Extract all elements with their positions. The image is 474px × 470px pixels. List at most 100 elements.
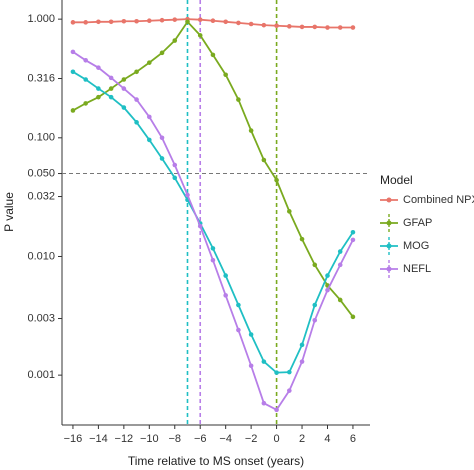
x-tick-label: −16 (64, 433, 83, 445)
data-point (159, 135, 165, 141)
x-tick-label: −2 (245, 433, 258, 445)
data-point (83, 77, 88, 82)
data-point (197, 17, 203, 22)
data-point (312, 24, 318, 30)
data-point (261, 400, 267, 406)
data-point (96, 65, 101, 70)
data-point (236, 327, 241, 333)
series-line (72, 51, 354, 412)
legend-key-point (386, 266, 392, 272)
data-point (172, 162, 178, 168)
data-point (210, 18, 216, 24)
data-point (147, 137, 152, 143)
data-point (96, 19, 101, 25)
data-point (223, 293, 228, 298)
y-tick-label: 0.100 (27, 132, 55, 144)
legend-label: GFAP (403, 217, 432, 229)
data-point (261, 359, 267, 364)
data-point (134, 97, 139, 102)
data-point (325, 287, 330, 293)
data-point (337, 249, 343, 254)
data-point (108, 86, 114, 91)
data-point (121, 105, 127, 110)
data-point (261, 157, 267, 163)
data-point (70, 49, 76, 55)
legend-key-point (386, 243, 392, 249)
data-point (96, 94, 101, 100)
data-point (287, 369, 292, 375)
data-point (134, 18, 139, 24)
data-point (83, 57, 88, 63)
y-axis-title: P value (2, 192, 16, 232)
legend-label: MOG (403, 240, 429, 252)
x-tick-label: −14 (89, 433, 108, 445)
x-axis-title: Time relative to MS onset (years) (128, 454, 304, 468)
data-point (350, 229, 356, 235)
legend-key-point (386, 197, 392, 203)
data-point (274, 407, 279, 413)
data-point (96, 86, 101, 91)
data-point (236, 302, 241, 308)
y-tick-label: 0.032 (27, 190, 55, 202)
data-point (197, 223, 203, 229)
data-point (147, 18, 152, 24)
data-point (287, 24, 292, 29)
x-tick-label: 4 (324, 433, 330, 445)
legend-label: Combined NPX (403, 194, 474, 206)
data-point (185, 19, 190, 25)
data-point (83, 101, 88, 106)
data-point (248, 332, 254, 337)
data-point (274, 370, 279, 375)
data-point (108, 94, 114, 100)
data-point (312, 262, 318, 268)
x-tick-label: 6 (350, 433, 356, 445)
data-point (210, 246, 216, 251)
data-point (223, 19, 228, 25)
data-point (70, 20, 76, 25)
data-point (299, 359, 305, 364)
y-tick-label: 1.000 (27, 13, 55, 25)
data-point (248, 21, 254, 27)
y-tick-label: 0.316 (27, 72, 55, 84)
data-point (248, 128, 254, 133)
data-point (172, 175, 178, 181)
data-point (134, 120, 139, 125)
data-point (197, 33, 203, 38)
data-point (325, 273, 330, 278)
data-point (83, 20, 88, 25)
data-point (325, 25, 330, 30)
data-point (350, 25, 356, 30)
data-point (70, 69, 76, 75)
data-point (299, 236, 305, 242)
y-tick-label: 0.010 (27, 250, 55, 262)
data-point (337, 297, 343, 303)
data-point (287, 209, 292, 214)
data-point (274, 177, 279, 183)
data-point (312, 317, 318, 323)
data-point (210, 257, 216, 263)
data-point (147, 114, 152, 120)
series-line (72, 20, 354, 318)
y-tick-label: 0.003 (27, 312, 55, 324)
data-point (210, 52, 216, 58)
data-point (172, 38, 178, 43)
data-point (121, 18, 127, 24)
data-point (121, 86, 127, 91)
data-point (337, 25, 343, 30)
data-point (261, 22, 267, 28)
data-point (223, 273, 228, 278)
data-point (121, 77, 127, 82)
data-point (299, 342, 305, 348)
data-point (350, 314, 356, 320)
data-point (108, 19, 114, 25)
x-tick-label: 2 (299, 433, 305, 445)
data-point (236, 97, 241, 102)
data-point (159, 156, 165, 161)
data-point (159, 50, 165, 56)
data-point (299, 24, 305, 30)
data-point (223, 72, 228, 78)
data-point (350, 237, 356, 243)
data-point (287, 388, 292, 393)
x-tick-label: 0 (274, 433, 280, 445)
data-point (172, 17, 178, 22)
